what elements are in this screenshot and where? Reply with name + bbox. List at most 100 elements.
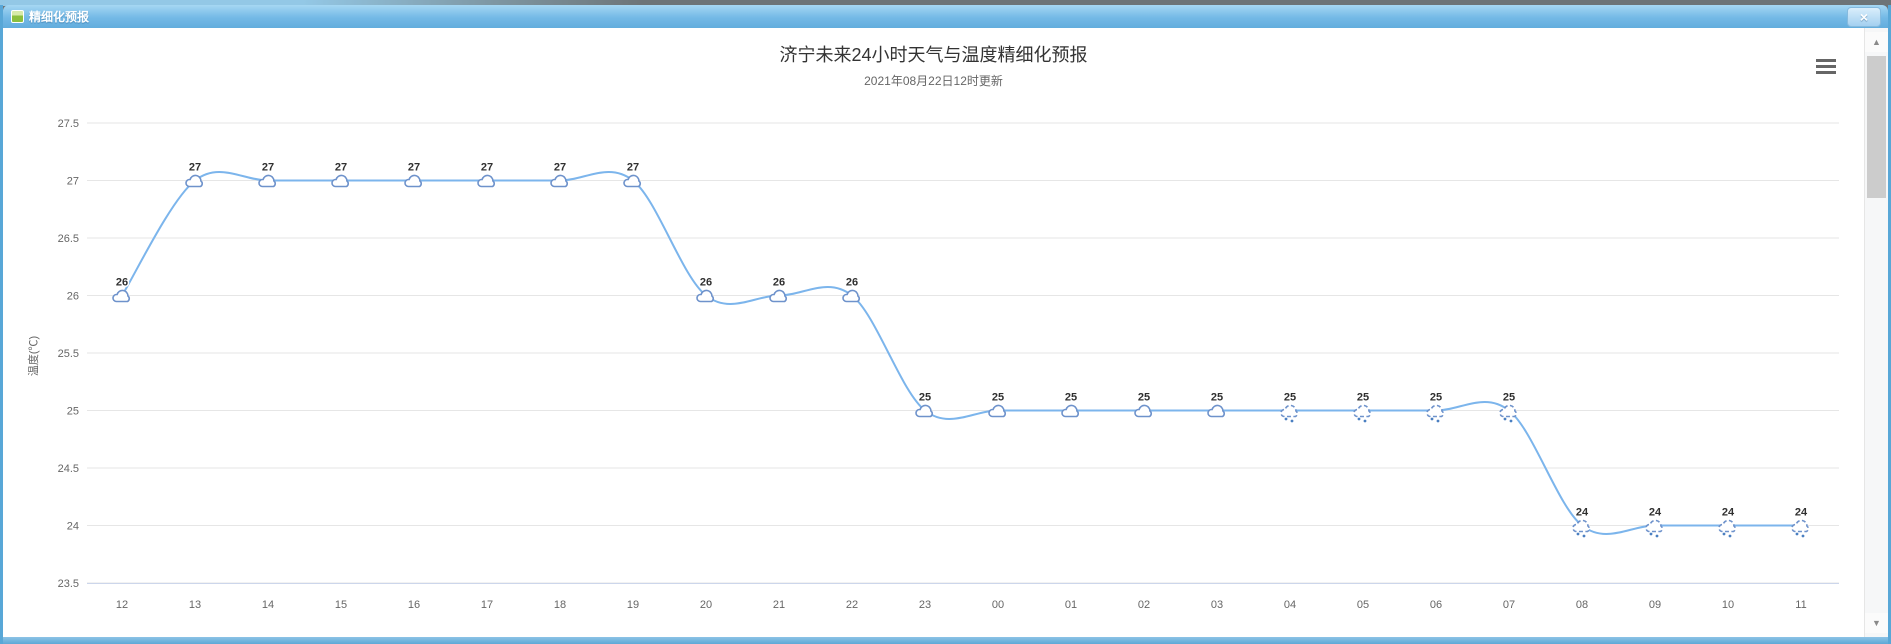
svg-text:26.5: 26.5 [58,233,79,245]
scrollbar-thumb[interactable] [1867,56,1886,198]
scroll-up-icon: ▲ [1872,37,1881,47]
temperature-data-label: 25 [1503,392,1515,404]
svg-text:00: 00 [992,599,1004,611]
chart-context-menu-button[interactable] [1813,57,1839,75]
svg-text:09: 09 [1649,599,1661,611]
svg-text:26: 26 [67,291,79,303]
svg-text:04: 04 [1284,599,1296,611]
svg-text:温度(℃): 温度(℃) [26,336,40,376]
overcast-cloud-icon[interactable] [550,174,569,188]
scroll-up-button[interactable]: ▲ [1865,32,1888,52]
svg-text:10: 10 [1722,599,1734,611]
temperature-data-label: 25 [1430,392,1442,404]
vertical-scrollbar[interactable]: ▲ ▼ [1864,28,1888,637]
temperature-data-label: 24 [1576,507,1589,519]
overcast-cloud-icon[interactable] [1061,404,1080,418]
overcast-cloud-icon[interactable] [769,289,788,303]
overcast-cloud-icon[interactable] [842,289,861,303]
temperature-data-label: 24 [1649,507,1662,519]
overcast-cloud-icon[interactable] [915,404,934,418]
dialog-title: 精细化预报 [29,10,90,24]
overcast-cloud-icon[interactable] [331,174,350,188]
light-rain-cloud-icon[interactable] [1280,404,1299,423]
chart-subtitle: 2021年08月22日12时更新 [864,74,1003,88]
dialog-titlebar[interactable]: 精细化预报 × [3,5,1888,28]
svg-text:24.5: 24.5 [58,463,79,475]
temperature-data-label: 24 [1722,507,1735,519]
temperature-data-label: 24 [1795,507,1808,519]
overcast-cloud-icon[interactable] [185,174,204,188]
svg-text:25.5: 25.5 [58,348,79,360]
temperature-data-label: 27 [189,162,201,174]
svg-text:23.5: 23.5 [58,578,79,590]
dialog-window-icon [11,10,24,23]
svg-text:13: 13 [189,599,201,611]
svg-text:23: 23 [919,599,931,611]
temperature-data-label: 27 [408,162,420,174]
svg-text:03: 03 [1211,599,1223,611]
close-icon: × [1859,9,1869,25]
svg-text:16: 16 [408,599,420,611]
scroll-down-icon: ▼ [1872,618,1881,628]
svg-text:02: 02 [1138,599,1150,611]
overcast-cloud-icon[interactable] [1207,404,1226,418]
temperature-data-label: 27 [335,162,347,174]
svg-text:06: 06 [1430,599,1442,611]
chart-title: 济宁未来24小时天气与温度精细化预报 [779,45,1088,65]
svg-text:20: 20 [700,599,712,611]
light-rain-cloud-icon[interactable] [1718,519,1737,538]
plot-area: 23.5 24 24.5 25 25.5 26 26.5 27 27.5 12 13 14 15 16 17… [26,118,1839,611]
svg-text:24: 24 [67,521,79,533]
overcast-cloud-icon[interactable] [404,174,423,188]
temperature-data-label: 25 [992,392,1004,404]
light-rain-cloud-icon[interactable] [1645,519,1664,538]
scroll-down-button[interactable]: ▼ [1865,613,1888,633]
temperature-data-label: 26 [773,277,785,289]
svg-text:25: 25 [67,406,79,418]
overcast-cloud-icon[interactable] [1134,404,1153,418]
svg-text:07: 07 [1503,599,1515,611]
overcast-cloud-icon[interactable] [477,174,496,188]
close-button[interactable]: × [1847,7,1881,27]
temperature-data-label: 27 [262,162,274,174]
svg-text:08: 08 [1576,599,1588,611]
svg-text:05: 05 [1357,599,1369,611]
svg-text:11: 11 [1795,599,1806,611]
svg-text:19: 19 [627,599,639,611]
svg-text:15: 15 [335,599,347,611]
temperature-data-label: 26 [846,277,858,289]
svg-text:21: 21 [773,599,785,611]
temperature-data-label: 27 [627,162,639,174]
temperature-data-label: 25 [1065,392,1077,404]
overcast-cloud-icon[interactable] [623,174,642,188]
svg-text:12: 12 [116,599,128,611]
temperature-data-label: 26 [116,277,128,289]
forecast-dialog: 精细化预报 × 济宁未来24小时天气与温度精细化预报 2021年08月22日12… [0,5,1891,644]
temperature-data-label: 25 [1357,392,1369,404]
svg-text:27.5: 27.5 [58,118,79,130]
light-rain-cloud-icon[interactable] [1353,404,1372,423]
temperature-data-label: 26 [700,277,712,289]
svg-text:01: 01 [1065,599,1077,611]
overcast-cloud-icon[interactable] [258,174,277,188]
temperature-data-label: 27 [554,162,566,174]
overcast-cloud-icon[interactable] [988,404,1007,418]
overcast-cloud-icon[interactable] [112,289,131,303]
temperature-data-label: 25 [1211,392,1223,404]
svg-text:22: 22 [846,599,858,611]
temperature-data-label: 27 [481,162,493,174]
light-rain-cloud-icon[interactable] [1499,404,1518,423]
temperature-data-label: 25 [1284,392,1296,404]
dialog-content: 济宁未来24小时天气与温度精细化预报 2021年08月22日12时更新 23.5… [3,28,1888,637]
background-page-edge [0,0,1891,6]
light-rain-cloud-icon[interactable] [1572,519,1591,538]
light-rain-cloud-icon[interactable] [1426,404,1445,423]
svg-text:14: 14 [262,599,274,611]
background-page-bottom [3,637,1888,644]
overcast-cloud-icon[interactable] [696,289,715,303]
svg-text:18: 18 [554,599,566,611]
svg-text:27: 27 [67,176,79,188]
hamburger-icon [1816,58,1836,62]
light-rain-cloud-icon[interactable] [1791,519,1810,538]
